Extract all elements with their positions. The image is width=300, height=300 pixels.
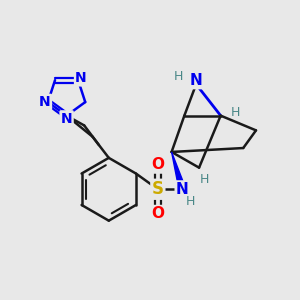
Text: H: H	[199, 173, 209, 186]
Text: O: O	[152, 206, 164, 221]
Text: N: N	[39, 95, 51, 109]
Text: H: H	[231, 106, 240, 119]
Text: O: O	[152, 157, 164, 172]
Text: N: N	[75, 71, 87, 85]
Text: H: H	[174, 70, 183, 83]
Text: H: H	[186, 194, 195, 208]
Polygon shape	[172, 152, 186, 190]
Text: N: N	[176, 182, 189, 197]
Text: N: N	[190, 73, 203, 88]
Text: N: N	[61, 112, 72, 126]
Text: S: S	[152, 180, 164, 198]
